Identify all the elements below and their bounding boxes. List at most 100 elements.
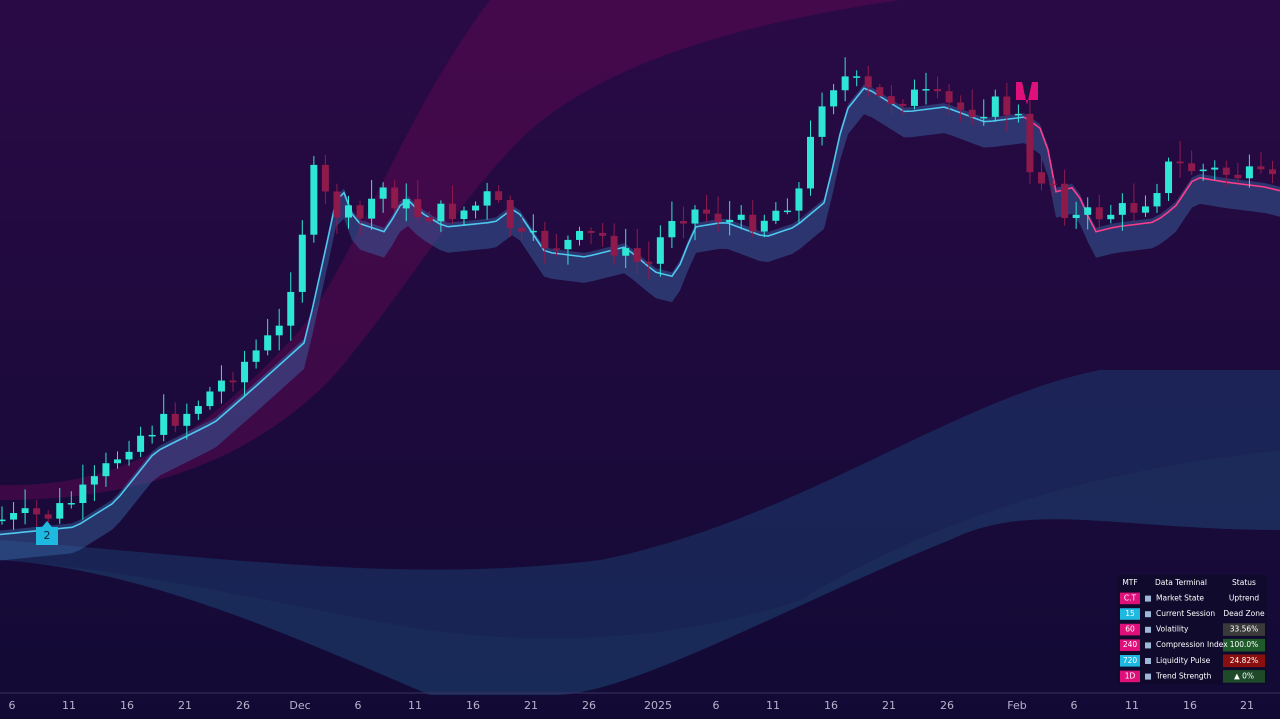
candle-body xyxy=(957,102,965,110)
candle-body xyxy=(90,476,98,485)
status-cell xyxy=(1223,638,1265,652)
candle-body xyxy=(599,232,607,236)
x-tick-label: Feb xyxy=(1007,699,1026,712)
candle-body xyxy=(656,237,664,264)
x-tick-label: 26 xyxy=(582,699,596,712)
candle-body xyxy=(1130,203,1138,213)
x-tick-label: 16 xyxy=(824,699,838,712)
candle-body xyxy=(772,210,780,221)
table-cell: Market State xyxy=(1156,593,1204,602)
candle-body xyxy=(1141,206,1149,213)
candle-body xyxy=(1165,161,1173,194)
x-tick-label: 2025 xyxy=(644,699,672,712)
signal-label: 2 xyxy=(1024,84,1031,97)
candle-body xyxy=(760,220,768,232)
candle-body xyxy=(1003,96,1011,116)
table-tag xyxy=(1120,608,1140,620)
candle-body xyxy=(506,199,514,229)
candle-body xyxy=(356,205,364,219)
table-cell: ▲ 0% xyxy=(1234,671,1254,680)
candle-body xyxy=(275,325,283,336)
table-cell: 24.82% xyxy=(1230,656,1259,665)
candle-body xyxy=(668,221,676,238)
candle-body xyxy=(310,164,318,235)
row-icon xyxy=(1145,611,1151,618)
x-tick-label: 11 xyxy=(408,699,422,712)
table-cell: Current Session xyxy=(1156,609,1215,618)
table-cell: 1D xyxy=(1125,671,1136,680)
candle-body xyxy=(934,89,942,92)
candle-body xyxy=(402,199,410,209)
table-cell: Uptrend xyxy=(1229,593,1259,602)
candle-body xyxy=(876,87,884,97)
candle-body xyxy=(67,503,75,505)
upper-ribbon xyxy=(0,0,900,500)
candle-body xyxy=(703,209,711,214)
x-tick-label: 21 xyxy=(882,699,896,712)
candle-body xyxy=(345,205,352,218)
candle-body xyxy=(437,203,445,222)
candle-body xyxy=(1049,183,1057,186)
x-tick-label: 11 xyxy=(62,699,76,712)
candle-body xyxy=(1038,172,1045,184)
x-tick-label: 16 xyxy=(466,699,480,712)
candle-body xyxy=(241,361,249,383)
table-tag xyxy=(1120,670,1140,683)
candle-body xyxy=(333,191,341,218)
candle-body xyxy=(1118,203,1126,215)
table-cell: Liquidity Pulse xyxy=(1156,656,1211,665)
candle-body xyxy=(841,76,849,91)
table-cell: 33.56% xyxy=(1230,625,1259,634)
table-cell: Dead Zone xyxy=(1223,609,1265,618)
table-cell: 720 xyxy=(1123,656,1138,665)
table-cell: 100.0% xyxy=(1230,640,1259,649)
signal-marker xyxy=(1016,82,1038,105)
candle-body xyxy=(645,261,653,264)
candle-body xyxy=(1245,166,1253,179)
candle-body xyxy=(622,248,630,256)
row-icon xyxy=(1145,658,1151,664)
candle-body xyxy=(1176,161,1184,164)
candle-body xyxy=(1107,214,1115,220)
candle-body xyxy=(818,106,826,137)
candle-body xyxy=(10,513,18,520)
candle-body xyxy=(33,508,41,515)
candle-body xyxy=(298,234,306,292)
candle-body xyxy=(529,230,537,233)
candle-body xyxy=(379,187,387,199)
candle-body xyxy=(749,214,757,232)
candle-body xyxy=(691,209,699,224)
candle-body xyxy=(125,451,133,460)
table-cell: 15 xyxy=(1125,609,1135,618)
candle-body xyxy=(853,76,861,78)
table-cell: Trend Strength xyxy=(1155,671,1212,680)
x-tick-label: 16 xyxy=(120,699,134,712)
candle-body xyxy=(137,435,145,452)
candle-body xyxy=(783,210,791,213)
x-tick-label: 26 xyxy=(940,699,954,712)
x-tick-label: 21 xyxy=(178,699,192,712)
candle-body xyxy=(171,413,179,426)
candle-body xyxy=(807,136,814,189)
candle-body xyxy=(679,221,687,224)
candle-body xyxy=(287,291,295,326)
candle-body xyxy=(160,413,168,435)
candle-body xyxy=(391,187,399,209)
candle-body xyxy=(1211,167,1219,170)
candle-body xyxy=(44,514,52,519)
candle-body xyxy=(252,350,260,362)
table-tag xyxy=(1120,639,1140,651)
status-cell xyxy=(1223,623,1265,636)
table-cell: 240 xyxy=(1123,640,1138,649)
candle-body xyxy=(576,230,583,240)
table-cell: Volatility xyxy=(1156,625,1189,634)
candle-body xyxy=(980,116,988,119)
x-tick-label: 6 xyxy=(9,699,16,712)
candle-body xyxy=(495,191,503,200)
candle-body xyxy=(1222,167,1230,175)
x-tick-label: 16 xyxy=(1183,699,1197,712)
candle-body xyxy=(1269,169,1276,175)
candle-body xyxy=(552,248,560,250)
candle-body xyxy=(102,463,110,477)
